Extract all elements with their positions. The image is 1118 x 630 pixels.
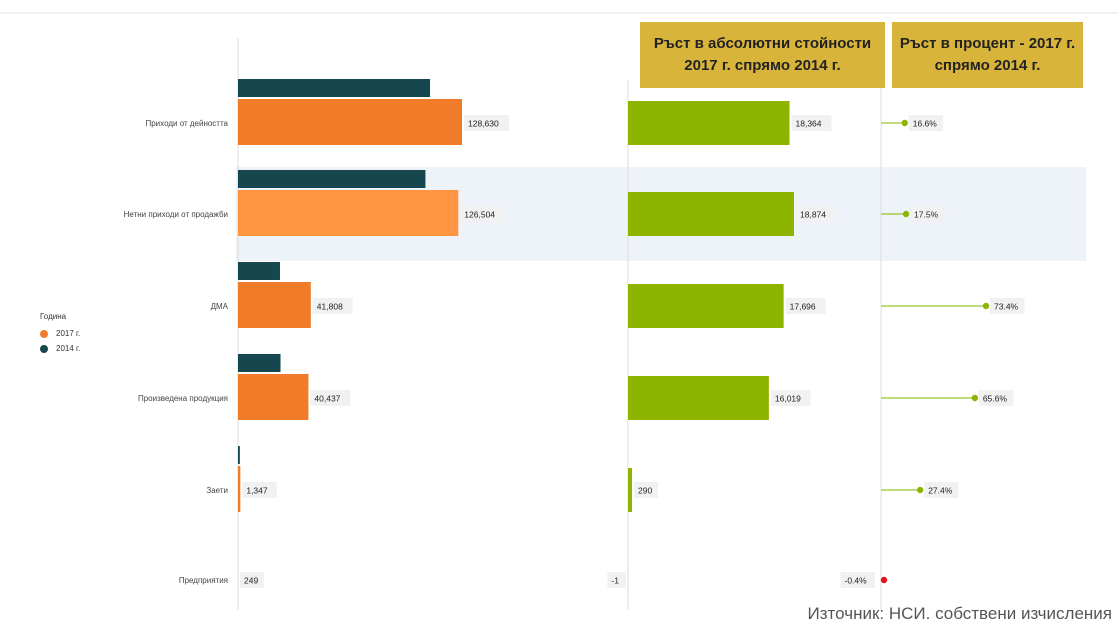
growth-label: 16,019 (775, 394, 801, 404)
growth-label: 17,696 (790, 302, 816, 312)
growth-label-bg (785, 298, 826, 314)
growth-label-group: 18,364 (791, 115, 832, 131)
percent-label-group: -0.4% (840, 572, 875, 588)
growth-label-bg (634, 482, 658, 498)
value-label: 1,347 (246, 486, 268, 496)
value-label-bg (240, 572, 264, 588)
percent-label-bg (924, 482, 959, 498)
percent-label-group: 27.4% (924, 482, 959, 498)
value-label: 249 (244, 576, 258, 586)
top-divider (0, 12, 1118, 14)
percent-label-bg (978, 390, 1014, 406)
bar-2014 (238, 446, 240, 464)
header-absolute-growth: Ръст в абсолютни стойности 2017 г. спрям… (640, 22, 885, 88)
percent-dot (901, 119, 908, 127)
legend-item-2014[interactable]: 2014 г. (40, 344, 80, 353)
growth-label: 18,874 (800, 210, 826, 220)
growth-bar (628, 192, 794, 236)
value-label-group: 249 (240, 572, 264, 588)
growth-label-group: -1 (607, 572, 626, 588)
bar-2017 (238, 282, 311, 328)
percent-label: 17.5% (914, 210, 939, 220)
value-label-bg (242, 482, 277, 498)
legend-label-2017: 2017 г. (56, 329, 81, 338)
growth-label-bg (796, 206, 836, 222)
value-label-group: 1,347 (242, 482, 277, 498)
header-percent-growth: Ръст в процент - 2017 г. спрямо 2014 г. (892, 22, 1083, 88)
percent-dot (902, 210, 910, 218)
growth-bar (628, 101, 790, 145)
legend-dot-2014 (40, 344, 48, 353)
legend-label-2014: 2014 г. (56, 344, 81, 353)
value-label: 126,504 (464, 210, 495, 220)
category-label: Произведена продукция (138, 394, 228, 403)
growth-label: 18,364 (796, 119, 822, 129)
growth-label-group: 17,696 (785, 298, 826, 314)
bar-2014 (238, 170, 426, 188)
value-label-bg (460, 206, 506, 222)
growth-bar (628, 376, 769, 420)
percent-label: 27.4% (928, 486, 953, 496)
value-label-group: 41,808 (312, 298, 353, 314)
source-note: Източник: НСИ. собствени изчисления (807, 604, 1112, 623)
category-label: Предприятия (179, 576, 228, 585)
category-label: Нетни приходи от продажби (124, 210, 228, 219)
value-label-group: 128,630 (464, 115, 510, 131)
percent-label-group: 65.6% (978, 390, 1014, 406)
percent-label: 16.6% (913, 119, 938, 129)
percent-label-bg (908, 115, 944, 131)
bar-2014 (238, 79, 431, 97)
growth-label-group: 16,019 (770, 390, 811, 406)
bar-2017 (238, 466, 241, 512)
value-label: 41,808 (317, 302, 343, 312)
value-label-group: 40,437 (310, 390, 351, 406)
growth-label-bg (607, 572, 626, 588)
percent-label: -0.4% (845, 576, 868, 586)
bar-2014 (238, 262, 280, 280)
value-label: 128,630 (468, 119, 499, 129)
category-label: Заети (206, 486, 228, 495)
growth-label-bg (791, 115, 832, 131)
value-label-bg (310, 390, 351, 406)
percent-dot (971, 394, 979, 402)
percent-label-bg (990, 298, 1025, 314)
percent-label-bg (840, 572, 875, 588)
growth-label-group: 18,874 (796, 206, 836, 222)
growth-label: 290 (638, 486, 652, 496)
growth-label-group: 290 (634, 482, 658, 498)
percent-label: 65.6% (983, 394, 1008, 404)
legend-item-2017[interactable]: 2017 г. (40, 329, 80, 338)
percent-label-group: 17.5% (910, 206, 945, 222)
growth-bar (628, 284, 784, 328)
bar-2017 (238, 190, 459, 236)
percent-label: 73.4% (994, 302, 1019, 312)
growth-label: -1 (611, 576, 619, 586)
bar-2014 (238, 354, 281, 372)
value-label-bg (312, 298, 353, 314)
percent-label-bg (910, 206, 945, 222)
bar-2017 (238, 374, 309, 420)
value-label-group: 126,504 (460, 206, 506, 222)
percent-dot (916, 486, 924, 494)
growth-label-bg (770, 390, 811, 406)
percent-dot-negative (880, 576, 888, 584)
value-label: 40,437 (314, 394, 340, 404)
growth-bar (628, 468, 632, 512)
legend-title: Година (40, 312, 67, 321)
legend: Година 2017 г. 2014 г. (40, 312, 80, 359)
category-label: Приходи от дейността (145, 119, 228, 128)
percent-label-group: 16.6% (908, 115, 944, 131)
percent-dot (982, 302, 990, 310)
legend-dot-2017 (40, 329, 48, 338)
percent-label-group: 73.4% (990, 298, 1025, 314)
bar-2017 (238, 99, 462, 145)
category-label: ДМА (211, 302, 229, 311)
value-label-bg (464, 115, 510, 131)
